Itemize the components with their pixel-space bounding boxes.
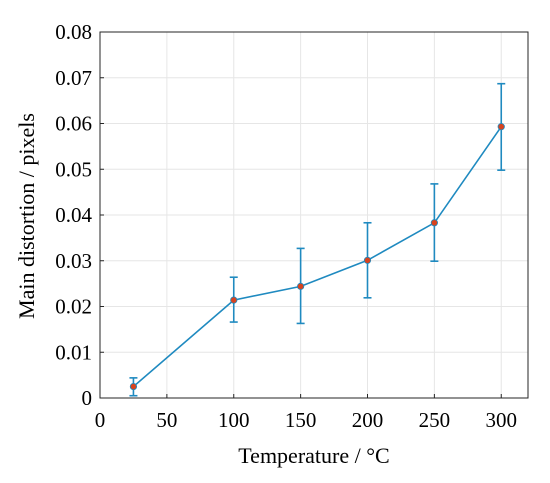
data-point [363,256,372,264]
y-axis-ticks: 0 0.01 0.02 0.03 0.04 0.05 0.06 0.07 0.08 [55,20,104,410]
error-bars [129,82,506,397]
data-point [430,219,438,227]
data-point [497,123,505,131]
grid [100,32,528,398]
series-line [132,126,502,388]
data-point [230,296,238,304]
y-tick-label: 0.06 [55,112,92,136]
x-tick-label: 300 [486,408,518,432]
x-tick-label: 0 [95,408,106,432]
y-axis-label: Main distortion / pixels [14,113,39,319]
y-tick-label: 0.05 [55,157,92,181]
x-tick-label: 50 [156,408,177,432]
y-tick-label: 0.02 [55,295,92,319]
x-tick-label: 150 [285,408,317,432]
data-point [297,282,305,290]
data-points [129,123,505,391]
x-tick-label: 100 [218,408,250,432]
y-tick-label: 0.03 [55,249,92,273]
y-tick-label: 0 [82,386,93,410]
x-tick-label: 250 [419,408,451,432]
x-tick-label: 200 [352,408,384,432]
x-axis-ticks: 0 50 100 150 200 250 300 [95,394,517,432]
y-tick-label: 0.08 [55,20,92,44]
data-point [129,382,138,391]
x-axis-label: Temperature / °C [238,443,389,468]
y-tick-label: 0.07 [55,66,92,90]
y-tick-label: 0.04 [55,203,92,227]
y-tick-label: 0.01 [55,340,92,364]
